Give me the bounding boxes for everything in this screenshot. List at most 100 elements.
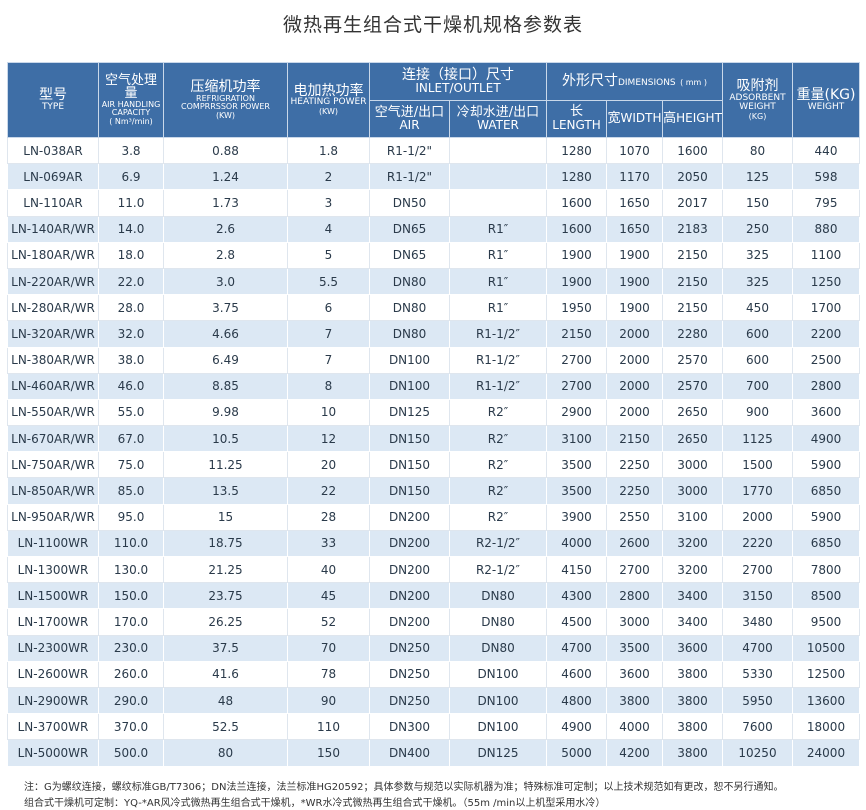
cell-compressor-power: 13.5 [163, 477, 288, 505]
cell-width: 3500 [606, 634, 663, 662]
cell-adsorbent-weight: 325 [722, 267, 793, 296]
cell-compressor-power: 52.5 [163, 713, 288, 741]
cell-weight: 9500 [792, 608, 860, 636]
cell-length: 4900 [546, 713, 607, 741]
cell-adsorbent-weight: 2000 [722, 503, 793, 531]
cell-heating-power: 33 [287, 529, 370, 558]
cell-height: 3400 [662, 582, 723, 610]
cell-air-capacity: 75.0 [98, 451, 164, 479]
cell-model: LN-750AR/WR [7, 451, 99, 479]
cell-compressor-power: 48 [163, 686, 288, 715]
cell-width: 2600 [606, 529, 663, 558]
cell-adsorbent-weight: 2220 [722, 529, 793, 558]
cell-width: 4200 [606, 739, 663, 767]
cell-height: 3000 [662, 451, 723, 479]
table-row: LN-550AR/WR 55.0 9.98 10 DN125 R2″ 2900 2000 265… [7, 398, 860, 427]
cell-air-connection: DN125 [369, 398, 450, 427]
cell-adsorbent-weight: 900 [722, 398, 793, 427]
cell-compressor-power: 41.6 [163, 660, 288, 688]
cell-height: 1600 [662, 136, 723, 165]
cell-model: LN-110AR [7, 189, 99, 217]
cell-air-capacity: 260.0 [98, 660, 164, 688]
cell-air-capacity: 85.0 [98, 477, 164, 505]
cell-length: 4700 [546, 634, 607, 662]
cell-width: 2000 [606, 398, 663, 427]
cell-weight: 4900 [792, 425, 860, 453]
cell-air-capacity: 500.0 [98, 739, 164, 767]
cell-air-connection: DN80 [369, 320, 450, 348]
cell-height: 2280 [662, 320, 723, 348]
cell-heating-power: 5 [287, 241, 370, 269]
cell-weight: 7800 [792, 555, 860, 584]
cell-heating-power: 28 [287, 503, 370, 531]
cell-height: 3800 [662, 713, 723, 741]
cell-air-capacity: 46.0 [98, 372, 164, 400]
spec-table-body: LN-038AR 3.8 0.88 1.8 R1-1/2" 1280 1070 1600 80 4… [7, 136, 860, 767]
table-row: LN-220AR/WR 22.0 3.0 5.5 DN80 R1″ 1900 1900 2150… [7, 267, 860, 296]
cell-weight: 598 [792, 163, 860, 191]
cell-model: LN-180AR/WR [7, 241, 99, 269]
cell-model: LN-069AR [7, 163, 99, 191]
cell-heating-power: 78 [287, 660, 370, 688]
cell-adsorbent-weight: 5950 [722, 686, 793, 715]
cell-weight: 6850 [792, 529, 860, 558]
cell-length: 4150 [546, 555, 607, 584]
cell-length: 4300 [546, 582, 607, 610]
cell-air-capacity: 290.0 [98, 686, 164, 715]
cell-weight: 2800 [792, 372, 860, 400]
cell-length: 1950 [546, 294, 607, 322]
cell-water-connection [449, 163, 547, 191]
header-length: 长LENGTH [546, 99, 607, 138]
cell-heating-power: 1.8 [287, 136, 370, 165]
cell-weight: 6850 [792, 477, 860, 505]
cell-length: 2700 [546, 372, 607, 400]
cell-water-connection: R2″ [449, 503, 547, 531]
header-heating-power: 电加热功率 HEATING POWER (KW) [287, 62, 370, 138]
table-row: LN-2600WR 260.0 41.6 78 DN250 DN100 4600 3600 38… [7, 660, 860, 688]
cell-model: LN-3700WR [7, 713, 99, 741]
cell-width: 2000 [606, 372, 663, 400]
cell-water-connection: DN100 [449, 686, 547, 715]
cell-air-capacity: 110.0 [98, 529, 164, 558]
cell-compressor-power: 10.5 [163, 425, 288, 453]
cell-length: 5000 [546, 739, 607, 767]
cell-air-capacity: 130.0 [98, 555, 164, 584]
cell-height: 2150 [662, 241, 723, 269]
cell-height: 2650 [662, 425, 723, 453]
cell-model: LN-1300WR [7, 555, 99, 584]
cell-height: 3800 [662, 739, 723, 767]
cell-air-connection: DN65 [369, 215, 450, 243]
cell-air-connection: DN150 [369, 451, 450, 479]
cell-air-capacity: 22.0 [98, 267, 164, 296]
cell-compressor-power: 15 [163, 503, 288, 531]
table-row: LN-3700WR 370.0 52.5 110 DN300 DN100 4900 4000 3… [7, 713, 860, 741]
cell-weight: 18000 [792, 713, 860, 741]
cell-adsorbent-weight: 700 [722, 372, 793, 400]
cell-air-connection: DN250 [369, 660, 450, 688]
cell-air-connection: DN65 [369, 241, 450, 269]
cell-height: 2050 [662, 163, 723, 191]
header-height: 高HEIGHT [662, 99, 723, 138]
cell-air-capacity: 67.0 [98, 425, 164, 453]
cell-water-connection: R2″ [449, 425, 547, 453]
cell-model: LN-320AR/WR [7, 320, 99, 348]
cell-weight: 8500 [792, 582, 860, 610]
cell-width: 3600 [606, 660, 663, 688]
cell-model: LN-2300WR [7, 634, 99, 662]
cell-compressor-power: 3.0 [163, 267, 288, 296]
cell-weight: 1100 [792, 241, 860, 269]
cell-adsorbent-weight: 80 [722, 136, 793, 165]
cell-length: 1900 [546, 267, 607, 296]
cell-heating-power: 2 [287, 163, 370, 191]
cell-adsorbent-weight: 325 [722, 241, 793, 269]
note-line-1: 注：G为螺纹连接，螺纹标准GB/T7306；DN法兰连接，法兰标准HG20592… [24, 782, 784, 793]
cell-compressor-power: 21.25 [163, 555, 288, 584]
cell-model: LN-460AR/WR [7, 372, 99, 400]
table-row: LN-1700WR 170.0 26.25 52 DN200 DN80 4500 3000 34… [7, 608, 860, 636]
cell-air-connection: DN250 [369, 686, 450, 715]
cell-air-connection: DN400 [369, 739, 450, 767]
cell-length: 2900 [546, 398, 607, 427]
cell-water-connection: R1-1/2″ [449, 346, 547, 374]
page-title: 微热再生组合式干燥机规格参数表 [282, 14, 583, 36]
cell-model: LN-1500WR [7, 582, 99, 610]
